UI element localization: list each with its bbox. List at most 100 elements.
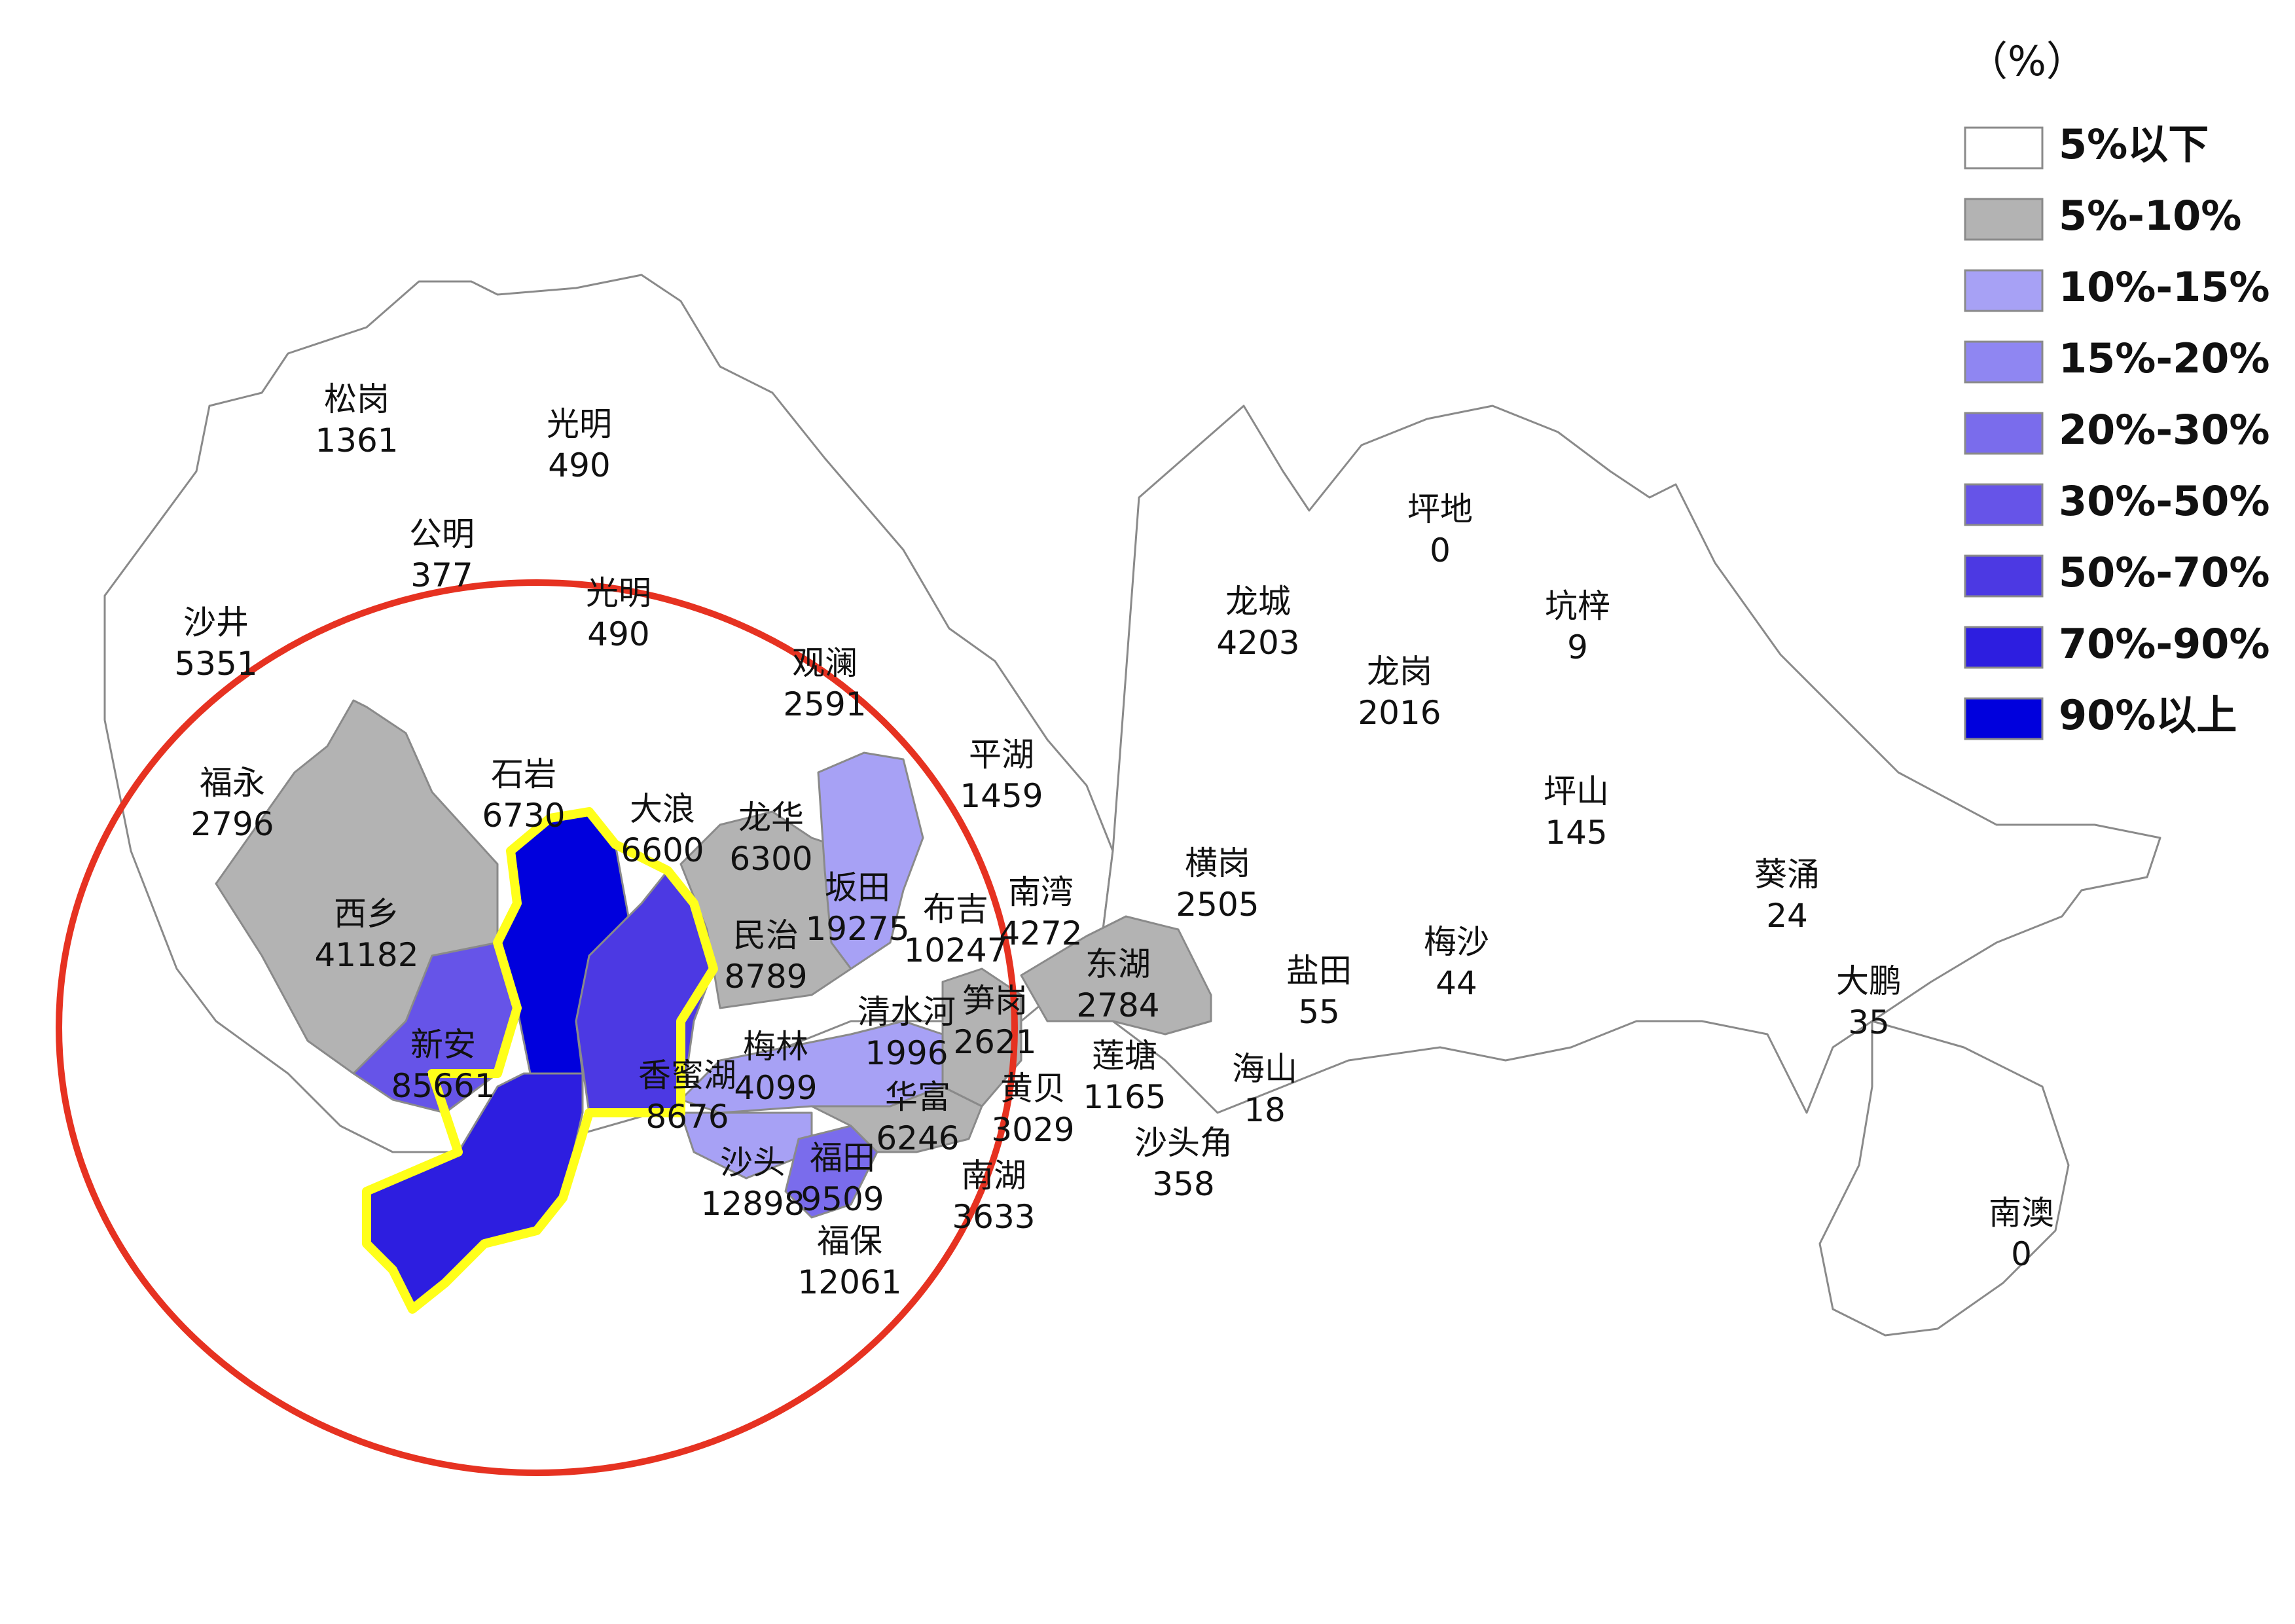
- region-name: 石岩: [491, 755, 556, 793]
- legend-unit: （%）: [1967, 37, 2087, 85]
- label-shajing: 沙井 5351: [174, 604, 257, 683]
- region-value: 1459: [960, 777, 1043, 815]
- region-nanao: [1818, 1020, 2070, 1337]
- region-name: 笋岗: [962, 982, 1028, 1020]
- region-value: 10247: [903, 931, 1007, 969]
- legend-item-6: 50%-70%: [1964, 549, 2270, 598]
- legend-label: 70%-90%: [2059, 620, 2270, 668]
- highlight-boundary: [362, 807, 718, 1314]
- region-value: 1165: [1083, 1078, 1166, 1116]
- region-value: 35: [1848, 1003, 1890, 1041]
- region-value: 5351: [174, 645, 257, 683]
- label-kengzi: 坑梓9: [1545, 587, 1610, 666]
- region-value: 2016: [1358, 694, 1441, 732]
- region-name: 光明: [586, 574, 651, 612]
- region-value: 41182: [314, 936, 418, 974]
- region-name: 华富: [885, 1078, 950, 1116]
- region-value: 358: [1152, 1165, 1214, 1203]
- legend-label: 30%-50%: [2059, 477, 2270, 525]
- legend-swatch: [1964, 198, 2044, 241]
- region-name: 东湖: [1085, 945, 1151, 983]
- legend-swatch: [1964, 626, 2044, 669]
- region-name: 新安: [410, 1026, 476, 1064]
- region-name: 坑梓: [1545, 587, 1610, 625]
- region-value: 2505: [1176, 886, 1259, 924]
- region-name: 光明: [547, 405, 612, 443]
- region-value: 0: [2011, 1235, 2032, 1273]
- region-value: 6730: [482, 797, 565, 835]
- legend-swatch: [1964, 340, 2044, 384]
- focus-circle: [56, 579, 1018, 1476]
- region-name: 大浪: [630, 790, 695, 828]
- region-value: 490: [548, 446, 610, 484]
- region-name: 平湖: [969, 736, 1034, 774]
- region-name: 福永: [200, 764, 265, 802]
- legend-label: 5%以下: [2059, 120, 2209, 168]
- label-henggang: 横岗 2505: [1176, 844, 1259, 924]
- region-name: 南澳: [1989, 1194, 2054, 1232]
- region-name: 海山: [1232, 1050, 1297, 1088]
- region-value: 4099: [734, 1069, 817, 1107]
- region-value: 0: [1430, 532, 1451, 569]
- legend-swatch: [1964, 412, 2044, 455]
- legend-item-4: 20%-30%: [1964, 406, 2270, 455]
- region-value: 12898: [700, 1185, 804, 1223]
- region-value: 85661: [391, 1067, 495, 1105]
- region-value: 3633: [952, 1198, 1035, 1236]
- label-shiyan: 石岩 6730: [482, 755, 565, 835]
- legend-item-2: 10%-15%: [1964, 263, 2270, 312]
- label-kuichong: 葵涌 24: [1754, 856, 1820, 935]
- region-value: 2784: [1076, 986, 1159, 1024]
- region-name: 莲塘: [1092, 1037, 1157, 1075]
- legend-item-3: 15%-20%: [1964, 334, 2270, 384]
- legend-item-0: 5%以下: [1964, 120, 2209, 170]
- region-name: 坂田: [825, 869, 890, 907]
- region-name: 大鹏: [1836, 962, 1902, 1000]
- region-value: 44: [1436, 964, 1477, 1002]
- region-value: 6300: [729, 840, 812, 878]
- legend-label: 10%-15%: [2059, 263, 2270, 311]
- legend-label: 50%-70%: [2059, 549, 2270, 596]
- region-name: 龙岗: [1367, 653, 1432, 691]
- region-name: 坪山: [1544, 772, 1609, 810]
- region-name: 清水河: [858, 993, 956, 1031]
- region-name: 民治: [733, 916, 799, 954]
- region-value: 55: [1298, 993, 1340, 1031]
- region-value: 8789: [724, 958, 807, 996]
- legend-item-1: 5%-10%: [1964, 192, 2241, 241]
- region-name: 香蜜湖: [638, 1056, 736, 1094]
- region-name: 梅沙: [1424, 923, 1489, 961]
- label-songgang: 松岗 1361: [315, 380, 398, 460]
- region-name: 坪地: [1407, 490, 1473, 528]
- region-value: 145: [1545, 814, 1607, 852]
- region-name: 福田: [810, 1139, 875, 1177]
- region-name: 沙头角: [1134, 1124, 1233, 1162]
- label-minzhi: 民治 8789: [724, 916, 807, 996]
- region-value: 9509: [801, 1180, 884, 1218]
- region-value: 6246: [876, 1119, 959, 1157]
- legend-swatch: [1964, 483, 2044, 526]
- map-regions: [103, 274, 2161, 1337]
- region-sungang: [941, 967, 1022, 1108]
